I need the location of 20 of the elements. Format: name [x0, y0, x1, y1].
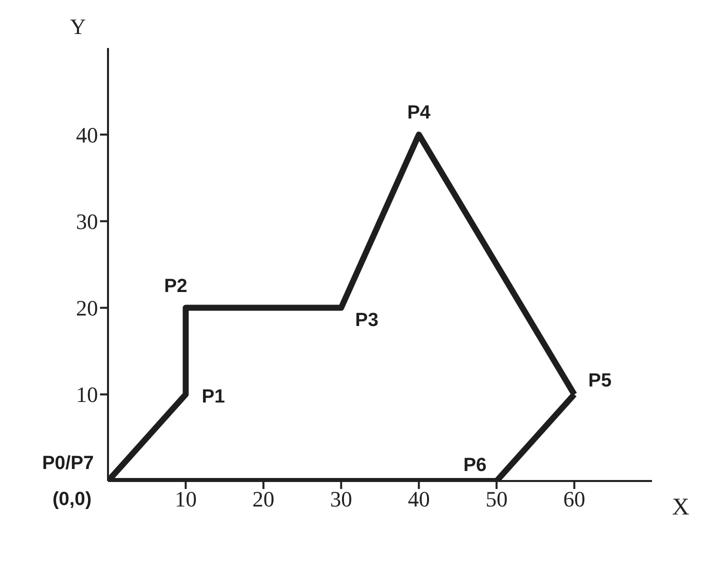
annotation: P0/P7 [42, 453, 94, 474]
annotation: P5 [588, 370, 612, 392]
annotation: P4 [407, 102, 431, 124]
annotation: P6 [463, 455, 487, 476]
x-axis-title: X [672, 494, 690, 521]
annotation: P3 [355, 310, 378, 331]
x-tick-label: 10 [174, 486, 197, 512]
y-tick-label: 10 [76, 382, 98, 408]
y-axis-title: Y [70, 14, 86, 39]
x-tick-label: 60 [563, 486, 586, 512]
x-tick-label: 20 [252, 486, 274, 512]
annotation: P2 [164, 276, 188, 297]
annotation: P1 [202, 386, 226, 408]
y-tick-label: 40 [76, 122, 98, 148]
y-tick-label: 30 [76, 209, 98, 234]
annotation: (0,0) [52, 489, 92, 510]
y-tick-label: 20 [76, 296, 98, 321]
x-tick-label: 40 [408, 486, 430, 512]
x-tick-label: 30 [330, 486, 352, 512]
x-tick-label: 50 [486, 486, 508, 512]
